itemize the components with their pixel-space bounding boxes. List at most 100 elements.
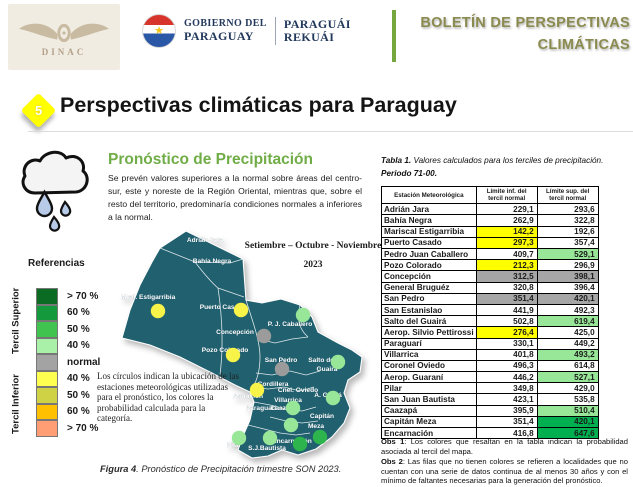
table-subtitle: Periodo 71-00. [381,168,437,178]
limite-sup-cell: 529,1 [536,247,599,261]
limite-sup-cell: 449,2 [536,337,599,350]
station-name-cell: Caazapá [381,404,477,417]
figure-caption-number: Figura 4 [100,464,137,474]
map-label: Caazapá [271,405,298,412]
legend-row: 40 % [36,337,100,354]
table-title: Tabla 1. Valores calculados para los ter… [381,155,631,180]
column-header-station: Estación Meteorológica [381,185,477,205]
limite-inf-cell: 276,4 [475,326,538,339]
table-row: Adrián Jara 229,1 293,6 [381,203,599,216]
limite-inf-cell: 502,8 [475,315,538,328]
gobierno-paraguay-logo: ★ GOBIERNO DEL PARAGUAY PARAGUÁI REKUÁI [142,14,351,48]
dinac-logo: DINAC [8,4,120,70]
legend-row: 50 % [36,321,100,338]
station-dot-capitan-meza [312,429,328,445]
bulletin-accent-bar [392,10,396,62]
map-label: Pilar [227,442,242,449]
map-label: Paraguarí [246,405,278,412]
station-name-cell: Paraguarí [381,337,477,350]
map-note: Los círculos indican la ubicación de las… [97,371,239,424]
map-period-year: 2023 [303,260,323,270]
limite-inf-cell: 441,9 [475,303,538,317]
table-row: Caazapá 395,9 510,4 [381,404,599,417]
limite-inf-cell: 212,3 [475,259,538,272]
legend-row: > 70 % [36,420,100,437]
station-name-cell: Encarnación [381,426,477,440]
paraguay-map: Adrián Jara Bahía Negra Mcal. Estigarribia… [121,230,363,459]
legend-label: > 70 % [67,290,99,302]
station-dot-concepcion [256,328,272,344]
legend-label: 40 % [67,373,90,385]
map-label: P. J. Caballero [268,321,313,328]
limite-inf-cell: 297,3 [475,236,538,250]
limite-sup-cell: 293,6 [536,203,599,216]
limite-sup-cell: 493,2 [536,348,599,361]
limite-sup-cell: 429,0 [536,382,599,395]
station-dot-pedro-juan-caballero [295,307,311,323]
station-dot-puerto-casado [233,302,249,318]
section-number: 5 [34,102,43,118]
station-dot-aerop-guarani [325,390,341,406]
observations: Obs 1: Los colores que resaltan en la ta… [381,437,628,486]
gobierno-divider [274,17,276,45]
station-name-cell: General Bruguéz [381,281,477,294]
station-name-cell: San Pedro [381,292,477,305]
column-header-limite-sup: Límite sup. del tercil normal [536,185,599,205]
legend-swatch [36,354,58,371]
limite-inf-cell: 320,8 [475,281,538,294]
page-title: Perspectivas climáticas para Paraguay [60,93,457,117]
legend-label: 50 % [67,389,90,401]
rain-cloud-icon [21,150,89,232]
map-label: Cordillera [258,381,289,388]
rekuai-line1: PARAGUÁI [283,17,351,32]
station-dot-san-juan-bautista [262,430,278,446]
limite-inf-cell: 395,9 [475,404,538,417]
paraguay-outline [121,230,363,459]
limite-sup-cell: 535,8 [536,393,599,406]
station-dot-pilar [231,430,247,446]
map-label: Puerto Casado [200,304,247,311]
legend-swatch [36,403,58,420]
table-row: Encarnación 416,8 647,6 [381,426,599,440]
limite-inf-cell: 142,2 [475,225,538,238]
rekuai-line2: REKUÁI [283,30,335,44]
station-name-cell: Mariscal Estigarribia [381,225,477,238]
station-name-cell: Bahía Negra [381,214,477,227]
forecast-heading: Pronóstico de Precipitación [108,151,313,168]
section-number-badge: 5 [20,92,57,129]
map-label: Villarrica [274,397,302,404]
map-period-months: Setiembre – Octubre - Noviembre [244,241,382,251]
legend-row: > 70 % [36,288,100,305]
station-dot-encarnacion [292,436,308,452]
limite-inf-cell: 349,8 [475,382,538,395]
limite-sup-cell: 322,8 [536,214,599,227]
station-name-cell: Pozo Colorado [381,259,477,272]
rekuai-text: PARAGUÁI REKUÁI [284,18,351,43]
dinac-label: DINAC [41,47,87,57]
legend-row: 50 % [36,387,100,404]
limite-inf-cell: 423,1 [475,393,538,406]
station-name-cell: Villarrica [381,348,477,361]
map-stations-layer: Adrián Jara Bahía Negra Mcal. Estigarribia… [121,237,343,452]
legend-row: normal [36,354,100,371]
map-label: Asunción [233,393,263,400]
table-header-row: Estación Meteorológica Límite inf. del t… [381,185,599,205]
limite-sup-cell: 425,0 [536,326,599,339]
table-row: San Juan Bautista 423,1 535,8 [381,393,599,406]
map-label: Concepción [216,329,254,336]
table-title-number: Tabla 1. [381,156,412,165]
limite-sup-cell: 527,1 [536,371,599,384]
station-name-cell: Aerop. Silvio Pettirossi [381,326,477,339]
legend-label: 40 % [67,340,90,352]
map-label: Cnel. Oviedo [278,387,318,394]
legend-swatch [36,288,58,305]
map-label: Encarnación [272,438,312,445]
table-row: Pedro Juan Caballero 409,7 529,1 [381,247,599,261]
legend-swatch [36,420,58,437]
limite-sup-cell: 357,4 [536,236,599,250]
limite-sup-cell: 492,3 [536,303,599,317]
legend-title: Referencias [28,258,85,269]
station-name-cell: Adrián Jara [381,203,477,216]
obs-2: Obs 2: Las filas que no tienen colores s… [381,457,628,487]
